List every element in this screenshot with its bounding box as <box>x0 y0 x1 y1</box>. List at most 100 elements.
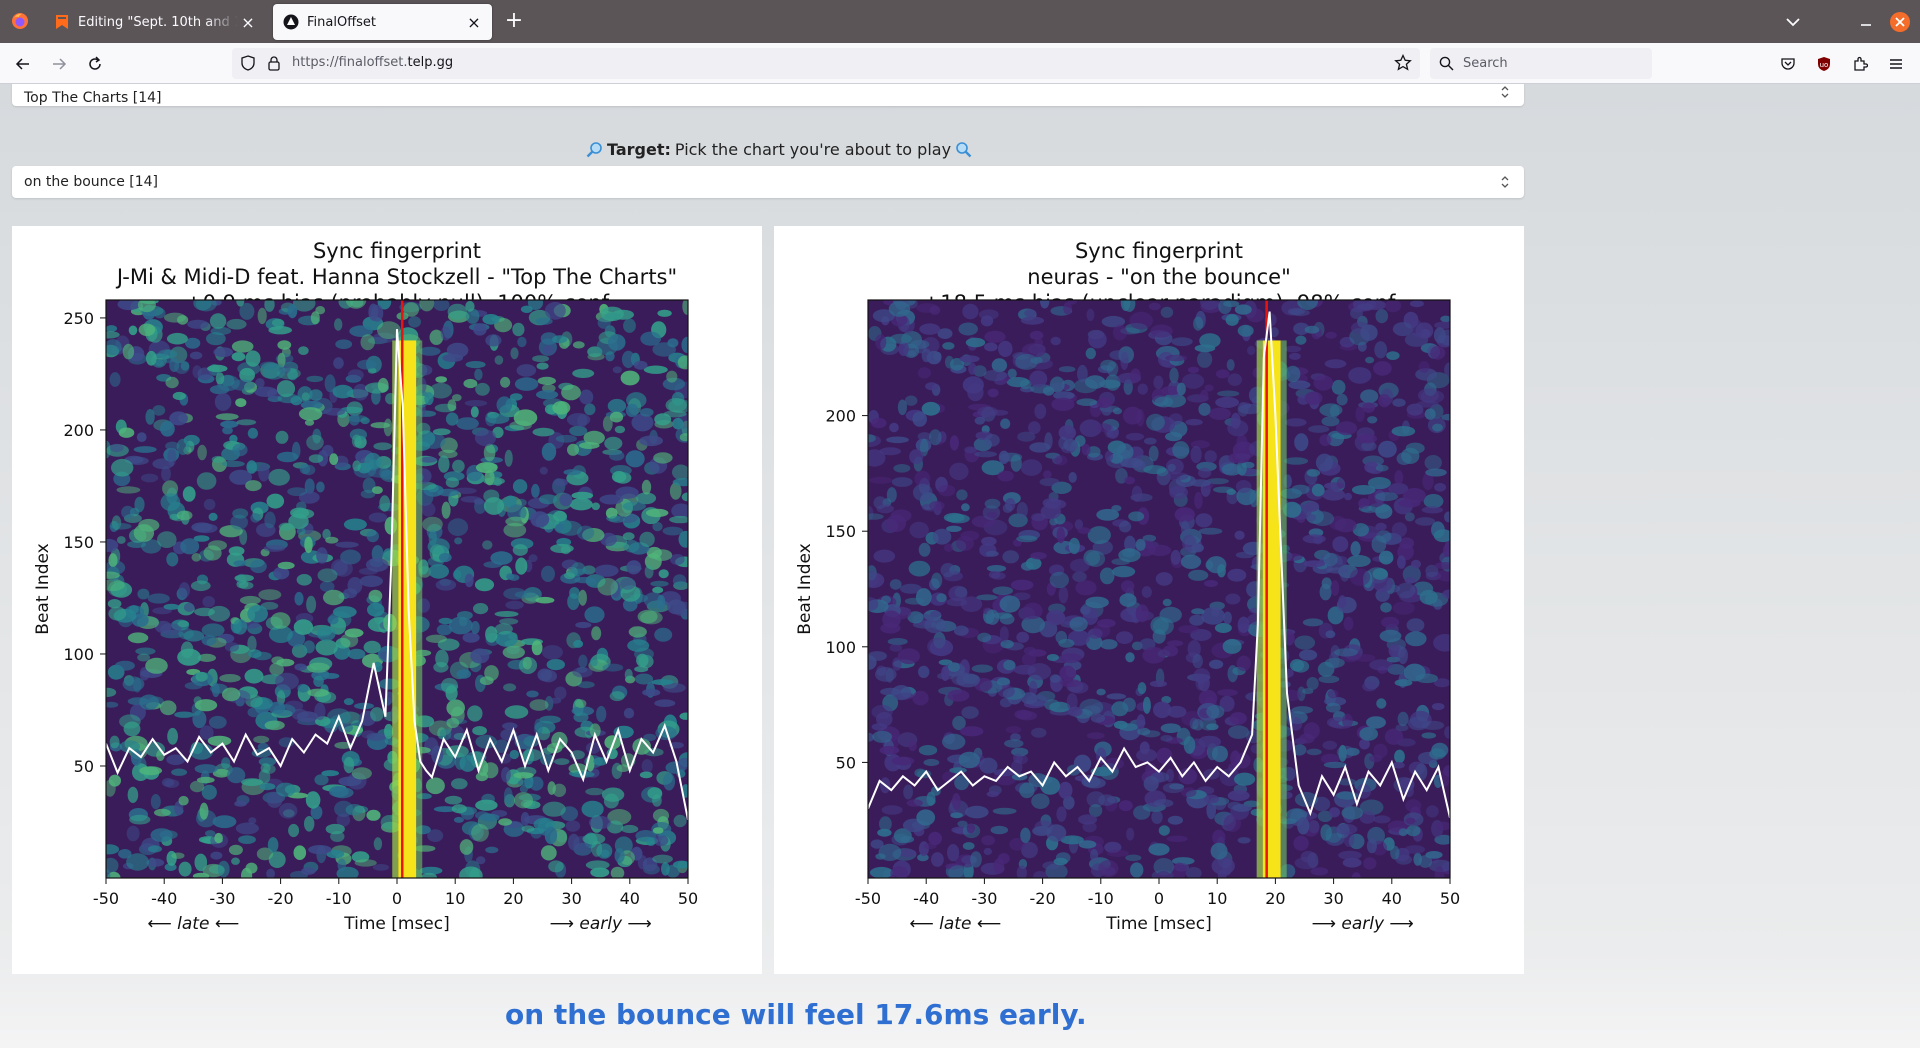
heatmap-blob <box>1293 835 1309 851</box>
heatmap-blob <box>1313 375 1334 391</box>
application-menu-button[interactable] <box>1882 51 1910 77</box>
heatmap-blob <box>569 425 588 437</box>
list-all-tabs-icon[interactable] <box>1782 11 1804 33</box>
heatmap-blob <box>322 528 331 540</box>
ublock-extension-button[interactable]: uo <box>1810 51 1838 77</box>
heatmap-blob <box>317 626 336 642</box>
x-tick-label: -50 <box>93 889 119 908</box>
new-tab-button[interactable]: + <box>504 8 524 33</box>
heatmap-blob <box>1158 825 1170 836</box>
chart-title: Sync fingerprint <box>1075 239 1243 263</box>
heatmap-blob <box>589 723 601 738</box>
heatmap-blob <box>351 434 362 448</box>
heatmap-blob <box>1020 459 1043 476</box>
url-text[interactable]: https://finaloffset.telp.gg <box>292 55 453 70</box>
heatmap-blob <box>579 389 594 405</box>
heatmap-blob <box>264 300 275 312</box>
bookmark-star-icon[interactable] <box>1394 54 1412 72</box>
reference-chart-select[interactable]: Top The Charts [14] <box>12 84 1524 106</box>
heatmap-blob <box>194 764 218 774</box>
heatmap-blob <box>1119 593 1137 607</box>
heatmap-blob <box>1404 512 1415 522</box>
heatmap-blob <box>1148 843 1170 856</box>
heatmap-blob <box>207 364 228 373</box>
address-bar[interactable]: https://finaloffset.telp.gg <box>232 48 1420 79</box>
heatmap-blob <box>1354 654 1376 662</box>
heatmap-blob <box>681 492 688 502</box>
heatmap-blob <box>321 770 340 777</box>
heatmap-blob <box>539 494 558 505</box>
heatmap-blob <box>432 428 451 436</box>
heatmap-blob <box>494 355 504 365</box>
heatmap-blob <box>1191 543 1204 553</box>
heatmap-blob <box>337 858 347 872</box>
navigation-toolbar: https://finaloffset.telp.gg Search uo <box>0 43 1920 84</box>
firefox-menu-button[interactable] <box>8 9 32 33</box>
minimize-window-icon[interactable] <box>1856 12 1876 32</box>
heatmap-blob <box>889 644 903 652</box>
heatmap-blob <box>1178 768 1198 785</box>
close-tab-icon[interactable]: × <box>241 12 255 32</box>
heatmap-blob <box>577 414 588 428</box>
target-chart-select[interactable]: on the bounce [14] <box>12 166 1524 198</box>
heatmap-blob <box>1304 325 1320 334</box>
heatmap-blob <box>1059 665 1077 681</box>
heatmap-blob <box>191 553 202 562</box>
heatmap-blob <box>135 647 156 655</box>
heatmap-blob <box>1310 867 1329 876</box>
heatmap-blob <box>267 837 279 853</box>
heatmap-blob <box>1167 705 1187 718</box>
heatmap-blob <box>1029 370 1048 388</box>
heatmap-blob <box>447 303 467 320</box>
heatmap-blob <box>529 699 549 711</box>
svg-text:uo: uo <box>1820 61 1829 69</box>
heatmap-blob <box>370 422 391 429</box>
heatmap-blob <box>298 407 323 421</box>
heatmap-blob <box>1137 383 1148 395</box>
heatmap-blob <box>614 848 625 863</box>
heatmap-blob <box>194 523 218 534</box>
heatmap-blob <box>1105 374 1121 391</box>
heatmap-blob <box>306 662 330 673</box>
heatmap-blob <box>305 791 321 809</box>
heatmap-blob <box>1398 828 1408 837</box>
heatmap-blob <box>1109 453 1124 464</box>
heatmap-blob <box>1204 580 1218 587</box>
tab-label: Editing "Sept. 10th and 17th <box>78 14 238 30</box>
heatmap-blob <box>1149 680 1167 688</box>
heatmap-blob <box>453 816 464 823</box>
heatmap-blob <box>868 651 887 661</box>
heatmap-blob <box>640 611 663 625</box>
y-tick-label: 100 <box>825 638 856 657</box>
tab-finaloffset[interactable]: FinalOffset × <box>273 4 492 40</box>
forward-button[interactable] <box>45 51 73 77</box>
heatmap-blob <box>886 436 909 444</box>
heatmap-blob <box>308 845 332 855</box>
close-window-button[interactable] <box>1890 12 1910 32</box>
heatmap-blob <box>474 368 483 381</box>
heatmap-blob <box>138 518 160 532</box>
heatmap-blob <box>1156 747 1173 764</box>
heatmap-blob <box>520 812 530 826</box>
extensions-button[interactable] <box>1846 51 1874 77</box>
heatmap-blob <box>1072 571 1087 583</box>
heatmap-blob <box>127 456 149 465</box>
heatmap-blob <box>1411 559 1421 569</box>
chart-subtitle: neuras - "on the bounce" <box>1027 265 1290 289</box>
heatmap-blob <box>672 464 688 480</box>
heatmap-blob <box>338 723 353 733</box>
pocket-button[interactable] <box>1774 51 1802 77</box>
reload-button[interactable] <box>81 51 109 77</box>
back-button[interactable] <box>9 51 37 77</box>
search-bar[interactable]: Search <box>1430 48 1652 79</box>
heatmap-blob <box>1046 654 1059 661</box>
lock-icon[interactable] <box>266 55 282 71</box>
heatmap-blob <box>1321 577 1332 590</box>
tracking-shield-icon[interactable] <box>240 55 256 71</box>
tab-editing[interactable]: Editing "Sept. 10th and 17th × <box>44 4 266 40</box>
finaloffset-favicon-icon <box>283 14 299 30</box>
heatmap-blob <box>609 450 625 461</box>
close-tab-icon[interactable]: × <box>467 12 481 32</box>
heatmap-blob <box>1098 860 1119 878</box>
heatmap-blob <box>137 653 150 662</box>
